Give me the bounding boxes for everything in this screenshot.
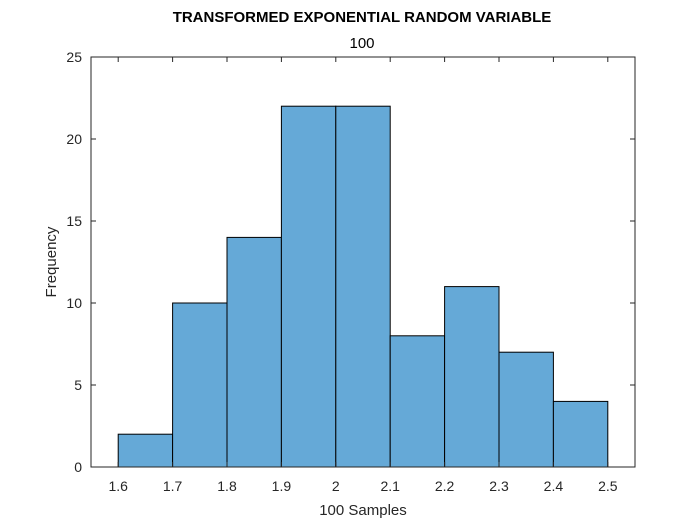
- x-tick-label: 2.2: [435, 478, 455, 494]
- x-axis-label: 100 Samples: [319, 502, 407, 519]
- histogram-bar: [172, 302, 228, 468]
- histogram-bar: [117, 433, 174, 468]
- y-tick-label: 5: [74, 377, 82, 393]
- histogram-bar: [280, 105, 337, 468]
- x-tick-label: 2: [332, 478, 340, 494]
- x-tick-label: 2.1: [380, 478, 400, 494]
- ticks-group: 1.6 1.7 1.8 1.9 2 2.1 2.2 2.3 2.4 2.5 0 5 10 15 20 25: [66, 49, 635, 494]
- plot-frame: [90, 56, 636, 468]
- histogram-bar: [498, 351, 554, 468]
- x-tick-label: 1.6: [108, 478, 128, 494]
- chart-title: TRANSFORMED EXPONENTIAL RANDOM VARIABLE: [173, 9, 552, 26]
- y-axis-label: Frequency: [43, 226, 60, 297]
- x-tick-label: 2.4: [544, 478, 564, 494]
- bars-group: [117, 105, 609, 468]
- histogram-bar: [552, 400, 609, 468]
- histogram-bar: [226, 236, 282, 468]
- y-tick-label: 10: [66, 295, 82, 311]
- x-tick-label: 1.8: [217, 478, 237, 494]
- y-tick-label: 0: [74, 459, 82, 475]
- x-tick-label: 2.3: [489, 478, 509, 494]
- y-tick-label: 15: [66, 213, 82, 229]
- histogram-bar: [444, 286, 500, 468]
- x-tick-label: 1.7: [163, 478, 183, 494]
- y-tick-label: 25: [66, 49, 82, 65]
- x-tick-label: 2.5: [598, 478, 618, 494]
- x-tick-label: 1.9: [272, 478, 292, 494]
- chart-subtitle: 100: [349, 35, 374, 52]
- histogram-bar: [335, 105, 391, 468]
- y-tick-label: 20: [66, 131, 82, 147]
- histogram-bar: [389, 335, 446, 468]
